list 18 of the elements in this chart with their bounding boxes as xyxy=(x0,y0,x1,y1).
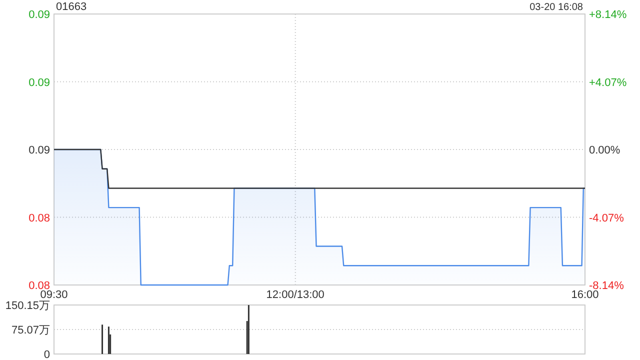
text: 03-20 16:08 xyxy=(530,2,584,13)
y-tick-label: 0 xyxy=(44,349,50,360)
y-tick-label: 150.15万 xyxy=(5,300,50,312)
y-tick-label: 0.08 xyxy=(28,280,50,292)
y2-tick-label: +4.07% xyxy=(589,76,627,89)
x-tick-label: 12:00/13:00 xyxy=(266,289,324,301)
x-tick-label: 09:30 xyxy=(40,289,68,301)
y-tick-label: 0.09 xyxy=(28,76,50,89)
y2-tick-label: 0.00% xyxy=(589,144,620,156)
y2-tick-label: +8.14% xyxy=(589,9,627,21)
x-tick-label: 16:00 xyxy=(571,289,599,301)
y-tick-label: 0.08 xyxy=(28,212,50,224)
y-tick-label: 75.07万 xyxy=(11,324,50,336)
y2-tick-label: -4.07% xyxy=(589,212,624,224)
y-tick-label: 0.09 xyxy=(28,9,50,21)
y-tick-label: 0.09 xyxy=(28,144,50,156)
y2-tick-label: -8.14% xyxy=(589,280,624,292)
chart-title: 01663 xyxy=(56,1,87,13)
